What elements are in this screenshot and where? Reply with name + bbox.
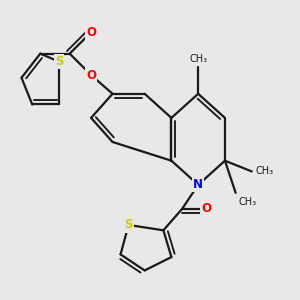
Text: S: S (55, 55, 63, 68)
Text: O: O (86, 26, 96, 39)
Text: O: O (86, 69, 96, 82)
Text: O: O (201, 202, 211, 215)
Text: CH₃: CH₃ (189, 54, 207, 64)
Text: S: S (124, 218, 133, 231)
Text: CH₃: CH₃ (238, 197, 256, 207)
Text: N: N (193, 178, 203, 191)
Text: CH₃: CH₃ (256, 167, 274, 176)
